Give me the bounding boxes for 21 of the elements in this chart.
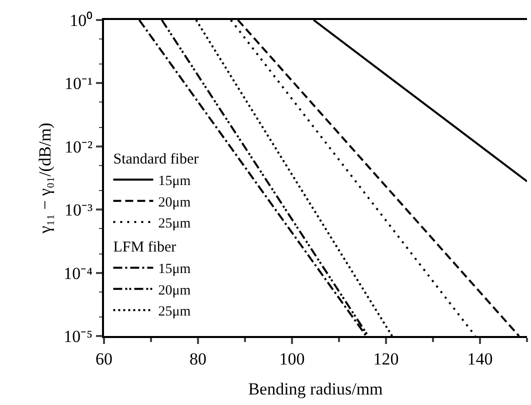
legend-label: 25μm	[158, 216, 191, 232]
x-tick-label: 120	[373, 349, 399, 368]
annotation: Standard fiber	[113, 152, 199, 168]
annotation: LFM fiber	[113, 240, 176, 256]
y-tick-label: 10⁰	[70, 10, 93, 30]
legend-label: 20μm	[158, 195, 191, 210]
legend-label: 15μm	[158, 262, 191, 278]
x-tick-label: 60	[96, 349, 112, 368]
y-axis-title: γ₁₁ − γ₀₁/(dB/m)	[36, 122, 55, 234]
y-tick-label: 10⁻⁴	[64, 264, 93, 283]
y-tick-label: 10⁻³	[64, 200, 93, 220]
x-tick-label: 80	[190, 349, 206, 368]
legend-label: 15μm	[158, 174, 191, 190]
y-tick-label: 10⁻¹	[64, 74, 93, 94]
y-tick-label: 10⁻²	[64, 137, 93, 156]
x-tick-label: 140	[467, 349, 493, 368]
x-axis-title: Bending radius/mm	[248, 379, 383, 398]
y-tick-label: 10⁻⁵	[64, 326, 93, 346]
legend-label: 20μm	[158, 283, 191, 298]
x-tick-label: 100	[279, 349, 305, 368]
legend-label: 25μm	[158, 304, 191, 320]
